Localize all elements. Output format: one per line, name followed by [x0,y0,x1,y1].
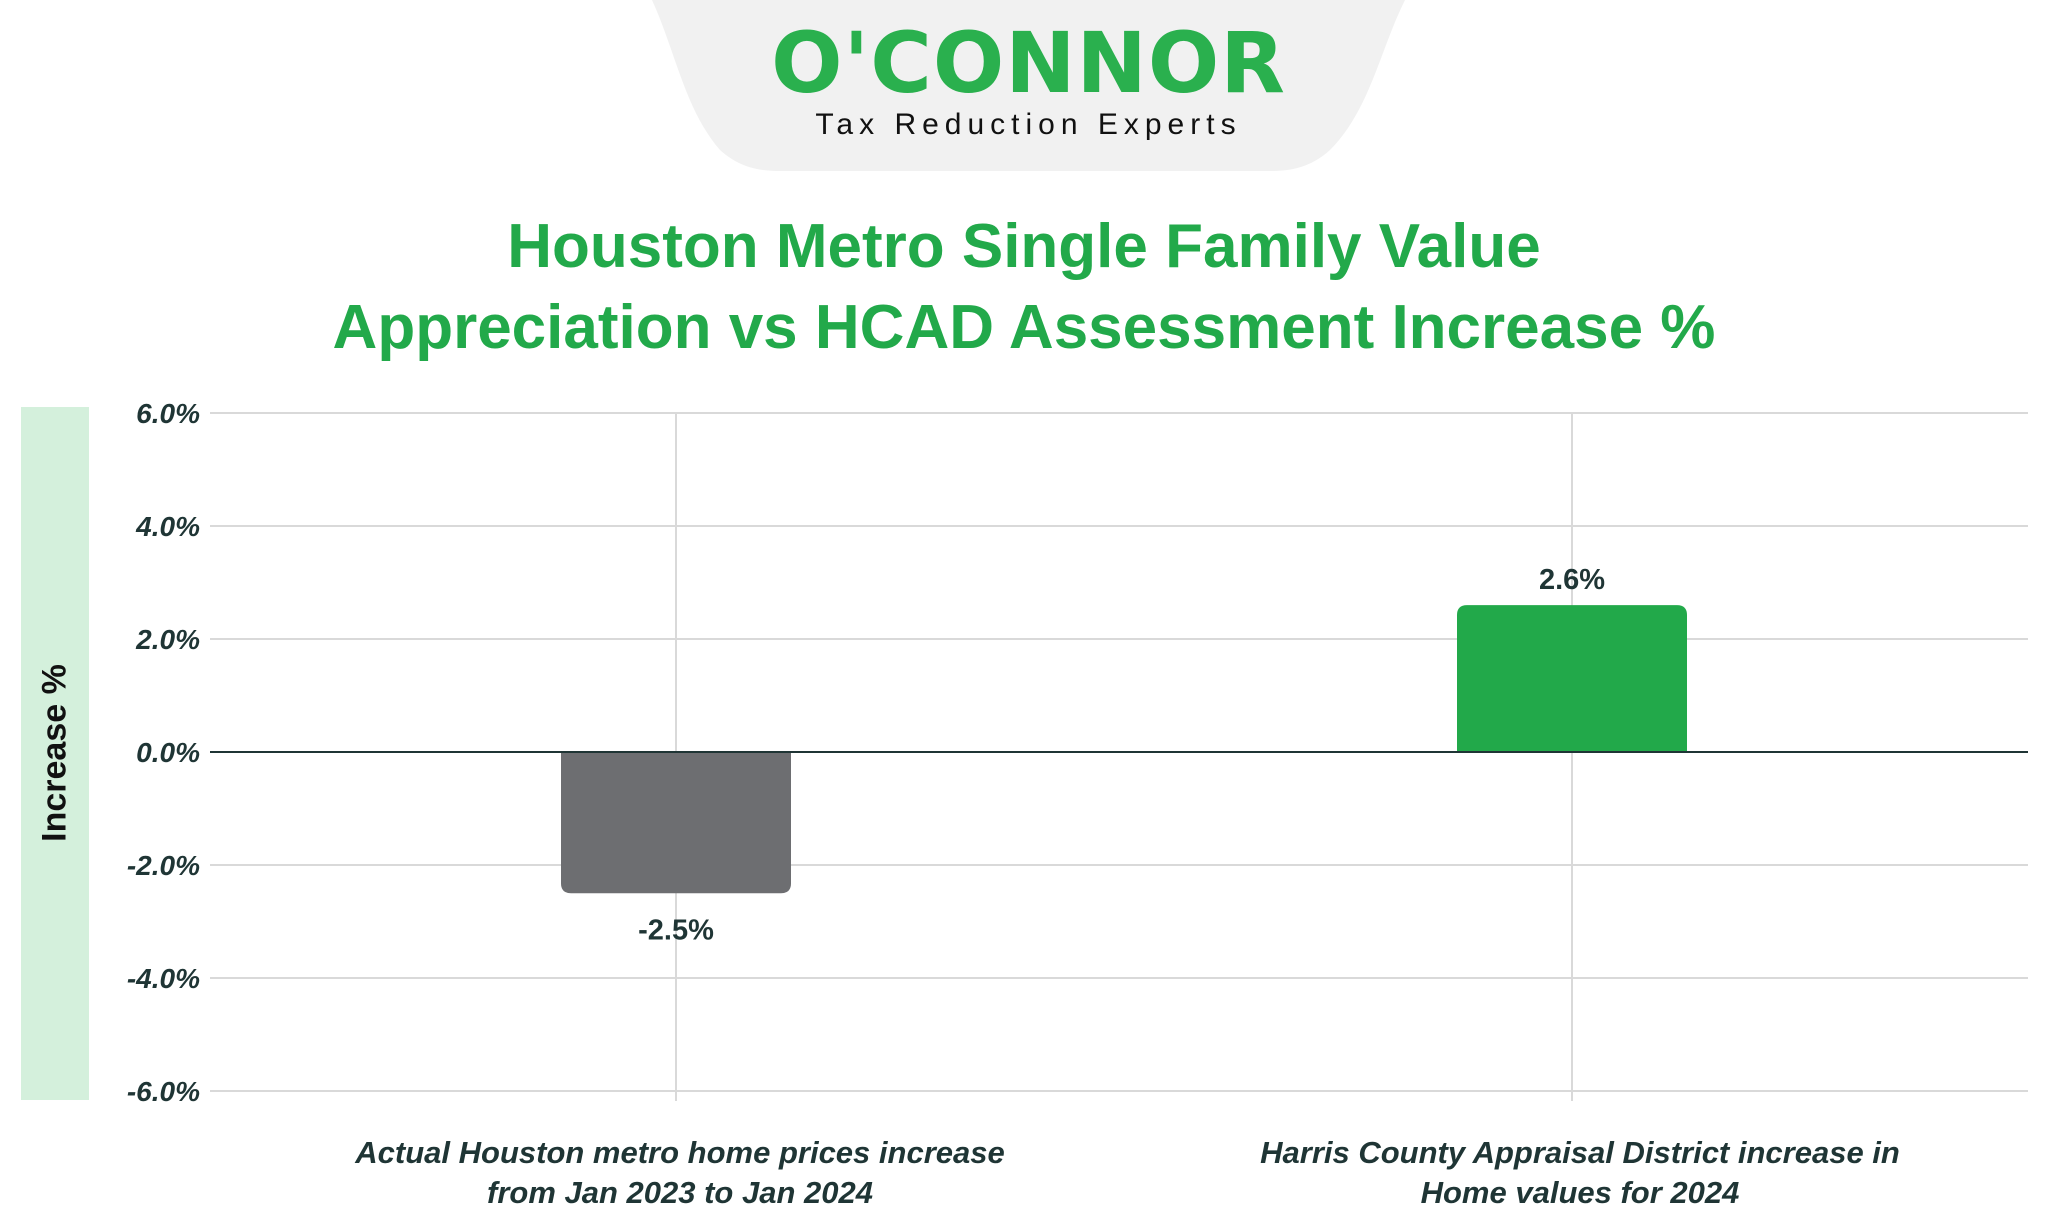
bar-2 [1457,605,1687,752]
category-label-1-line-1: Actual Houston metro home prices increas… [355,1135,1005,1170]
y-tick-label: -6.0% [127,1076,200,1107]
y-tick-label: 2.0% [135,624,200,655]
y-tick-label: -2.0% [127,850,200,881]
data-label-2: 2.6% [1539,564,1605,596]
bar-1 [561,752,791,894]
logo-wordmark: O'CONNOR [771,14,1286,112]
y-tick-label: -4.0% [127,963,200,994]
logo-background [652,0,1405,171]
category-label-2: Harris County Appraisal District increas… [1200,1133,1960,1213]
y-tick-label: 0.0% [136,737,200,768]
data-label-1: -2.5% [638,914,714,946]
category-label-2-line-2: Home values for 2024 [1420,1175,1740,1210]
y-tick-label: 6.0% [136,398,200,429]
category-label-2-line-1: Harris County Appraisal District increas… [1260,1135,1900,1170]
y-axis-label-strip [21,407,89,1100]
category-label-1-line-2: from Jan 2023 to Jan 2024 [487,1175,873,1210]
chart-title-line-1: Houston Metro Single Family Value [507,212,1541,281]
y-tick-label: 4.0% [135,511,200,542]
chart-title-line-2: Appreciation vs HCAD Assessment Increase… [332,293,1716,362]
logo-tagline: Tax Reduction Experts [815,108,1242,141]
category-label-1: Actual Houston metro home prices increas… [300,1133,1060,1213]
